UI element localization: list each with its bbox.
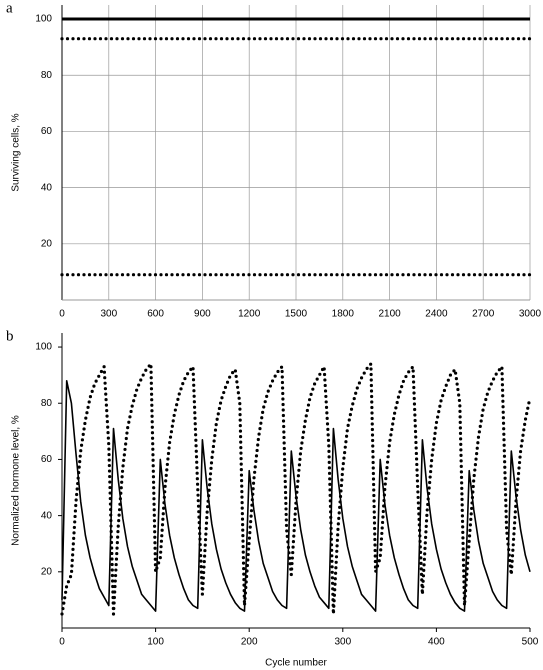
x-tick-label: 300 xyxy=(334,637,351,648)
y-tick-label: 20 xyxy=(41,566,53,577)
y-tick-label: 80 xyxy=(41,398,53,409)
x-tick-label: 1800 xyxy=(332,309,355,320)
x-tick-label: 2100 xyxy=(378,309,401,320)
y-tick-label: 80 xyxy=(41,70,53,81)
y-tick-label: 60 xyxy=(41,454,53,465)
y-tick-label: 20 xyxy=(41,238,53,249)
y-tick-label: 40 xyxy=(41,182,53,193)
x-tick-label: 2400 xyxy=(425,309,448,320)
panel-label: b xyxy=(6,328,14,344)
x-tick-label: 0 xyxy=(59,309,65,320)
x-tick-label: 2700 xyxy=(472,309,495,320)
x-axis-label: Cycle number xyxy=(265,658,327,669)
y-tick-label: 100 xyxy=(35,342,52,353)
x-tick-label: 1500 xyxy=(285,309,308,320)
x-tick-label: 400 xyxy=(428,637,445,648)
x-tick-label: 0 xyxy=(59,637,65,648)
data-line xyxy=(61,380,531,612)
y-axis-label: Surviving cells, % xyxy=(11,113,22,191)
y-tick-label: 100 xyxy=(35,14,52,25)
data-line xyxy=(60,362,532,616)
x-tick-label: 1200 xyxy=(238,309,261,320)
y-axis-label: Normalized hormone level, % xyxy=(11,415,22,546)
x-tick-label: 200 xyxy=(241,637,258,648)
y-tick-label: 40 xyxy=(41,510,53,521)
y-tick-label: 60 xyxy=(41,126,53,137)
panel-label: a xyxy=(6,0,13,16)
x-tick-label: 300 xyxy=(100,309,117,320)
x-tick-label: 900 xyxy=(194,309,211,320)
x-tick-label: 600 xyxy=(147,309,164,320)
x-tick-label: 500 xyxy=(522,637,539,648)
x-tick-label: 100 xyxy=(147,637,164,648)
x-tick-label: 3000 xyxy=(519,309,542,320)
